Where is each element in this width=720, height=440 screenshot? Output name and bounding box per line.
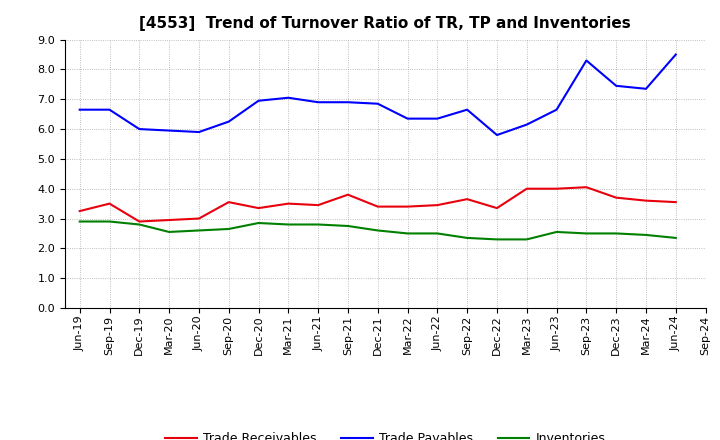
Inventories: [343, 224, 352, 229]
Trade Payables: [165, 128, 174, 133]
Trade Receivables: [314, 202, 323, 208]
Trade Receivables: [612, 195, 621, 200]
Inventories: [105, 219, 114, 224]
Inventories: [642, 232, 650, 238]
Inventories: [135, 222, 143, 227]
Trade Receivables: [523, 186, 531, 191]
Inventories: [523, 237, 531, 242]
Trade Receivables: [165, 217, 174, 223]
Inventories: [225, 226, 233, 231]
Inventories: [492, 237, 501, 242]
Inventories: [403, 231, 412, 236]
Trade Receivables: [225, 199, 233, 205]
Trade Payables: [105, 107, 114, 112]
Trade Payables: [254, 98, 263, 103]
Trade Receivables: [492, 205, 501, 211]
Trade Payables: [492, 132, 501, 138]
Trade Receivables: [672, 199, 680, 205]
Trade Payables: [523, 122, 531, 127]
Trade Payables: [343, 99, 352, 105]
Trade Payables: [374, 101, 382, 106]
Inventories: [463, 235, 472, 241]
Trade Receivables: [463, 197, 472, 202]
Trade Receivables: [254, 205, 263, 211]
Inventories: [194, 228, 203, 233]
Inventories: [612, 231, 621, 236]
Trade Receivables: [552, 186, 561, 191]
Trade Payables: [135, 126, 143, 132]
Trade Payables: [642, 86, 650, 92]
Trade Payables: [463, 107, 472, 112]
Trade Payables: [433, 116, 441, 121]
Line: Trade Payables: Trade Payables: [80, 55, 676, 135]
Trade Payables: [552, 107, 561, 112]
Title: [4553]  Trend of Turnover Ratio of TR, TP and Inventories: [4553] Trend of Turnover Ratio of TR, TP…: [140, 16, 631, 32]
Trade Payables: [612, 83, 621, 88]
Trade Receivables: [194, 216, 203, 221]
Trade Receivables: [433, 202, 441, 208]
Trade Payables: [403, 116, 412, 121]
Legend: Trade Receivables, Trade Payables, Inventories: Trade Receivables, Trade Payables, Inven…: [161, 427, 610, 440]
Trade Receivables: [642, 198, 650, 203]
Inventories: [314, 222, 323, 227]
Trade Receivables: [403, 204, 412, 209]
Trade Payables: [284, 95, 292, 100]
Trade Receivables: [105, 201, 114, 206]
Inventories: [552, 229, 561, 235]
Inventories: [672, 235, 680, 241]
Inventories: [374, 228, 382, 233]
Trade Receivables: [135, 219, 143, 224]
Inventories: [76, 219, 84, 224]
Line: Inventories: Inventories: [80, 221, 676, 239]
Trade Payables: [225, 119, 233, 124]
Inventories: [165, 229, 174, 235]
Inventories: [582, 231, 590, 236]
Inventories: [433, 231, 441, 236]
Trade Payables: [194, 129, 203, 135]
Line: Trade Receivables: Trade Receivables: [80, 187, 676, 221]
Trade Payables: [672, 52, 680, 57]
Trade Payables: [76, 107, 84, 112]
Trade Receivables: [582, 185, 590, 190]
Trade Receivables: [374, 204, 382, 209]
Trade Receivables: [284, 201, 292, 206]
Trade Receivables: [343, 192, 352, 197]
Inventories: [284, 222, 292, 227]
Inventories: [254, 220, 263, 226]
Trade Payables: [314, 99, 323, 105]
Trade Receivables: [76, 209, 84, 214]
Trade Payables: [582, 58, 590, 63]
